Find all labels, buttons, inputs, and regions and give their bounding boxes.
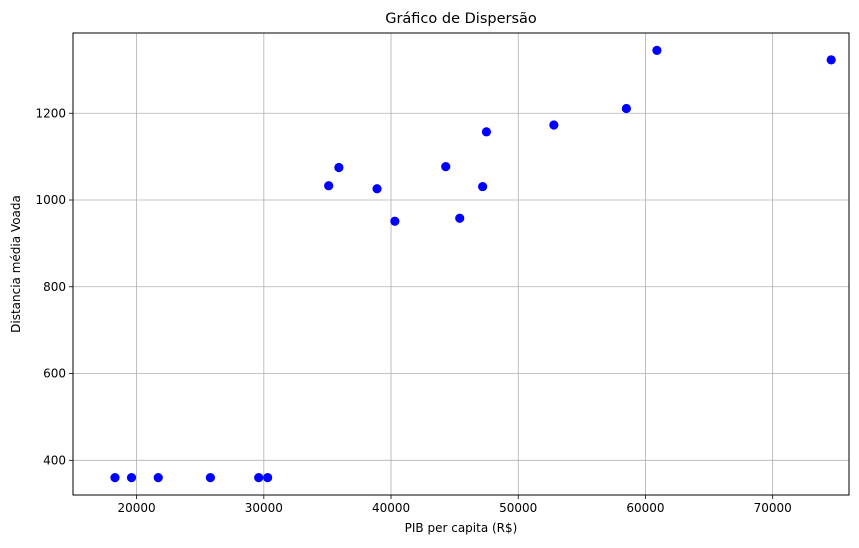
data-point [621,103,631,114]
grid [73,33,849,495]
data-point [652,45,662,55]
data-point [478,181,488,192]
y-tick-label: 1200 [35,106,66,120]
y-tick-label: 600 [43,367,66,381]
x-axis: 20000 30000 40000 50000 60000 70000 [118,495,792,515]
data-point [324,181,334,191]
x-tick-label: 40000 [372,501,410,515]
data-points [110,45,836,483]
x-tick-label: 20000 [118,501,156,515]
data-point [126,473,137,483]
y-tick-label: 1000 [35,193,66,207]
x-tick-label: 60000 [626,501,664,515]
data-point [153,473,163,483]
y-tick-label: 400 [43,453,66,467]
data-point [455,213,465,223]
data-point [481,127,492,137]
data-point [334,162,344,173]
data-point [549,120,559,130]
y-axis-label: Distancia média Voada [9,195,23,333]
x-tick-label: 70000 [754,501,792,515]
data-point [254,473,264,483]
y-axis: 400 600 800 1000 1200 [35,106,73,467]
chart-title: Gráfico de Dispersão [385,11,537,27]
x-tick-label: 30000 [245,501,283,515]
data-point [372,184,382,194]
data-point [263,473,273,483]
data-point [390,216,400,226]
data-point [826,55,836,65]
data-point [441,162,451,172]
data-point [205,473,215,483]
x-axis-label: PIB per capita (R$) [405,521,518,535]
x-tick-label: 50000 [499,501,537,515]
data-point [110,473,120,483]
plot-frame [72,32,850,496]
y-tick-label: 800 [43,280,66,294]
